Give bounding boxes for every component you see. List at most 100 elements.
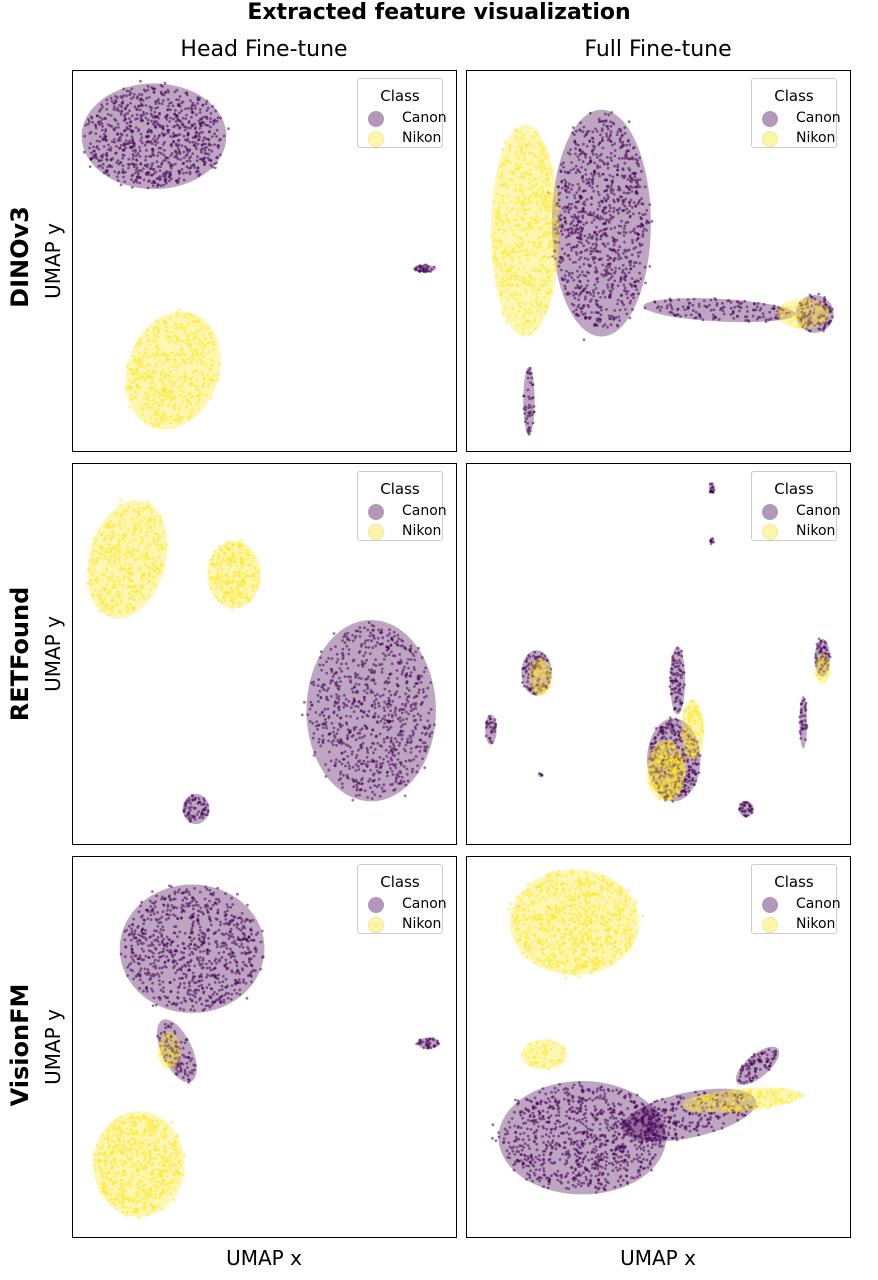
point-canon [131,149,135,152]
point-canon [336,738,340,742]
point-canon [553,257,557,261]
point-nikon [157,567,161,571]
point-nikon [132,529,136,533]
point-canon [426,727,430,730]
point-canon [146,84,150,88]
point-canon [145,171,148,175]
point-nikon [525,311,529,314]
point-canon [398,733,402,737]
point-nikon [534,300,538,304]
point-canon [187,816,191,820]
point-canon [391,753,395,757]
point-canon [589,293,593,296]
point-nikon [187,416,191,420]
point-canon [91,120,94,124]
point-nikon [148,588,152,592]
point-canon [160,92,163,95]
point-nikon [507,253,511,257]
point-nikon [533,269,537,272]
point-nikon [153,522,157,525]
point-canon [156,182,160,186]
point-nikon [197,388,200,392]
point-nikon [519,207,522,211]
point-canon [387,702,390,706]
point-nikon [528,274,532,278]
point-nikon [226,540,230,544]
point-nikon [170,398,174,402]
point-canon [624,231,628,235]
point-canon [591,174,595,178]
point-canon [644,281,647,285]
point-canon [573,196,577,200]
point-canon [152,137,155,141]
point-canon [342,773,345,777]
point-nikon [512,171,515,174]
point-canon [367,646,371,649]
point-nikon [119,611,123,615]
point-nikon [180,323,183,327]
point-canon [413,685,416,688]
point-canon [84,123,88,127]
point-nikon [225,547,229,550]
point-canon [739,306,743,310]
point-canon [626,178,630,181]
point-canon [595,244,598,248]
point-canon [785,311,788,315]
point-nikon [540,263,543,266]
point-canon [186,150,190,154]
point-nikon [177,414,180,418]
point-canon [618,319,622,322]
point-nikon [508,256,512,259]
point-canon [175,88,179,92]
point-nikon [151,352,155,355]
point-nikon [198,321,202,325]
point-canon [565,243,569,247]
point-canon [609,189,613,192]
point-canon [609,130,613,134]
point-canon [323,718,327,721]
point-canon [592,294,596,298]
point-canon [146,88,150,92]
point-nikon [232,590,236,593]
point-canon [574,147,577,151]
point-canon [567,208,571,212]
point-nikon [230,606,234,610]
point-nikon [133,524,136,528]
point-canon [346,734,349,737]
point-canon [331,743,335,747]
point-canon [154,102,158,105]
point-canon [527,395,531,399]
point-nikon [500,173,504,176]
point-canon [164,170,168,174]
point-canon [173,134,177,137]
point-nikon [793,314,796,317]
point-canon [357,664,360,667]
point-canon [139,163,143,166]
point-canon [584,297,587,301]
point-nikon [528,312,532,316]
point-nikon [514,188,518,192]
point-canon [373,706,377,710]
point-canon [182,125,186,129]
point-nikon [244,592,248,596]
point-canon [636,225,639,228]
point-canon [393,634,396,638]
point-canon [604,199,608,202]
point-canon [595,237,598,240]
point-nikon [148,571,152,575]
point-canon [351,690,355,694]
point-canon [197,810,200,813]
point-nikon [149,507,153,511]
point-nikon [529,324,533,328]
point-canon [149,155,153,159]
point-canon [568,271,571,275]
point-nikon [232,601,236,605]
point-nikon [520,215,524,219]
point-nikon [502,201,506,205]
point-canon [523,412,527,415]
point-canon [110,140,114,143]
point-canon [613,226,617,230]
point-canon [340,669,344,673]
point-canon [182,156,186,160]
point-canon [136,152,140,155]
